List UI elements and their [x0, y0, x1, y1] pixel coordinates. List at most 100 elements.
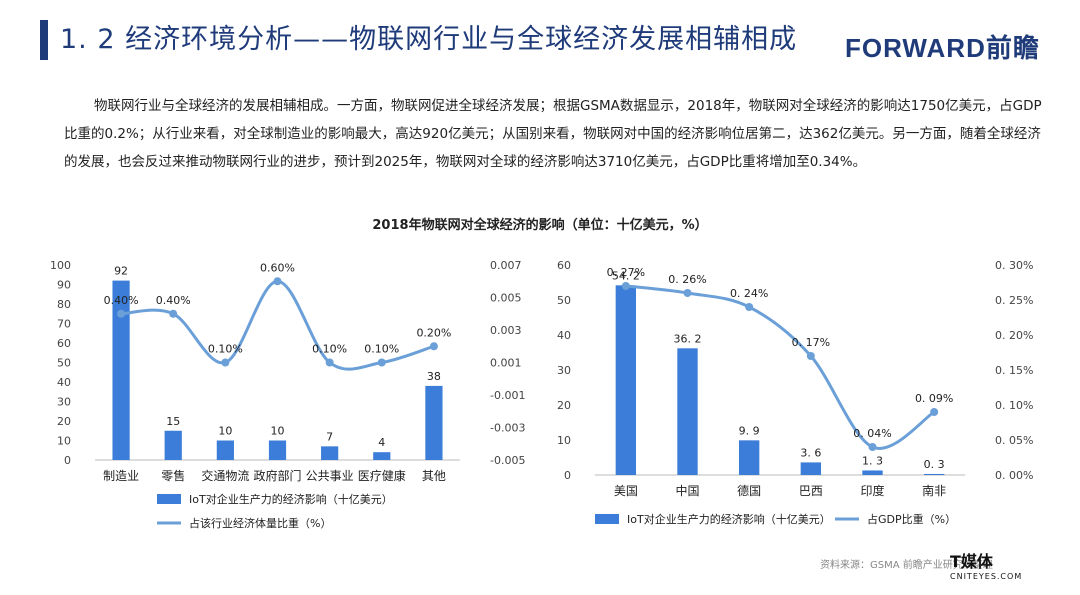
left-axis-tick: 90	[57, 279, 71, 292]
title-accent-bar	[40, 20, 48, 60]
share-line	[625, 284, 936, 450]
bar-value-label: 10	[218, 425, 232, 438]
line-point	[429, 342, 438, 351]
bar	[321, 446, 339, 460]
right-axis-tick: 0.003	[490, 324, 522, 337]
left-axis-tick: 0	[64, 454, 71, 467]
industry-impact-chart: 0 10 20 30 40 50 60 70 80 90 100 -0.005 -0.003 -0.001…	[50, 259, 525, 530]
line-value-label: 0.10%	[312, 343, 347, 356]
bar	[164, 430, 182, 460]
category-label: 制造业	[103, 469, 139, 483]
bar-value-label: 15	[166, 415, 180, 428]
legend-bar-label: IoT对企业生产力的经济影响（十亿美元）	[627, 512, 831, 526]
legend-line-label: 占GDP比重（%）	[867, 512, 956, 526]
line-value-label: 0. 24%	[730, 287, 768, 300]
left-axis-tick: 20	[57, 415, 71, 428]
left-axis-tick: 20	[557, 399, 571, 412]
category-label: 南非	[922, 483, 946, 498]
category-label: 政府部门	[253, 468, 301, 483]
bar	[862, 470, 883, 475]
bar	[677, 348, 698, 475]
legend-bar-swatch	[595, 514, 619, 524]
bar	[615, 285, 637, 475]
right-axis-tick: -0.001	[490, 389, 525, 402]
bar	[112, 280, 130, 460]
left-axis-tick: 10	[557, 434, 571, 447]
watermark-main: T媒体	[950, 552, 993, 571]
right-axis-tick: 0. 30%	[995, 259, 1033, 272]
left-axis-tick: 70	[57, 318, 71, 331]
right-axis-tick: 0. 05%	[995, 434, 1033, 447]
line-value-label: 0. 27%	[607, 266, 645, 279]
line-value-label: 0. 04%	[853, 427, 891, 440]
right-axis-tick: 0.007	[490, 259, 522, 272]
watermark-sub: CNITEYES.COM	[950, 572, 1023, 581]
line-point	[621, 282, 630, 290]
category-label: 德国	[737, 483, 761, 498]
right-axis-tick: 0.001	[490, 357, 522, 370]
category-label: 印度	[860, 483, 884, 498]
line-point	[745, 303, 754, 311]
right-axis-tick: 0. 20%	[995, 329, 1033, 342]
bar	[800, 462, 822, 475]
line-point	[117, 309, 126, 318]
chart-title: 2018年物联网对全球经济的影响（单位：十亿美元，%）	[372, 218, 708, 233]
bar	[738, 440, 760, 475]
country-impact-chart: 0 10 20 30 40 50 60 0. 00% 0. 05% 0. 10% 0. 15% 0. …	[557, 259, 1033, 526]
category-label: 其他	[422, 469, 446, 483]
left-axis-tick: 50	[57, 357, 71, 370]
line-value-label: 0.40%	[104, 294, 139, 307]
left-axis-tick: 40	[557, 329, 571, 342]
right-axis-tick: 0. 10%	[995, 399, 1033, 412]
line-value-label: 0. 26%	[668, 273, 706, 286]
left-axis-tick: 60	[57, 337, 71, 350]
legend-bar-label: IoT对企业生产力的经济影响（十亿美元）	[189, 492, 393, 506]
bar	[425, 385, 443, 460]
line-point	[683, 289, 692, 297]
bar-value-label: 38	[427, 370, 441, 383]
right-axis-tick: 0. 25%	[995, 294, 1033, 307]
left-axis-tick: 30	[57, 396, 71, 409]
category-label: 医疗健康	[358, 468, 406, 483]
bar	[923, 473, 945, 475]
bar-value-label: 0. 3	[924, 458, 945, 471]
category-label: 交通物流	[201, 468, 249, 483]
right-axis-tick: -0.005	[490, 454, 525, 467]
left-axis-tick: 50	[557, 294, 571, 307]
left-axis-tick: 10	[57, 435, 71, 448]
line-value-label: 0.10%	[208, 343, 243, 356]
bar-value-label: 3. 6	[800, 446, 821, 459]
bar-value-label: 36. 2	[674, 332, 702, 345]
line-point	[930, 408, 939, 416]
bar-value-label: 92	[114, 265, 128, 278]
left-axis-tick: 100	[50, 259, 71, 272]
category-label: 美国	[614, 484, 638, 498]
line-point	[273, 277, 282, 286]
bar	[268, 440, 287, 460]
bar	[216, 440, 234, 460]
line-point	[169, 309, 178, 318]
right-axis-tick: 0. 15%	[995, 364, 1033, 377]
bar-value-label: 54. 2	[612, 269, 640, 282]
category-label: 巴西	[799, 484, 823, 498]
left-axis-tick: 30	[557, 364, 571, 377]
line-point	[377, 358, 386, 367]
category-label: 零售	[161, 468, 185, 483]
category-label: 公共事业	[306, 469, 354, 483]
line-point	[325, 358, 334, 367]
left-axis-tick: 40	[57, 376, 71, 389]
line-value-label: 0.40%	[156, 294, 191, 307]
legend-line-label: 占该行业经济体量比重（%）	[189, 516, 331, 530]
right-axis-tick: 0. 00%	[995, 469, 1033, 482]
left-axis-tick: 80	[57, 298, 71, 311]
bar	[373, 452, 391, 460]
left-axis-tick: 0	[564, 469, 571, 482]
line-value-label: 0.60%	[260, 261, 295, 274]
legend-bar-swatch	[157, 494, 181, 504]
left-axis-tick: 60	[557, 259, 571, 272]
forward-logo: FORWARD前瞻	[845, 33, 1040, 63]
line-point	[868, 443, 877, 451]
right-axis-tick: 0.005	[490, 292, 522, 305]
bar-value-label: 1. 3	[862, 454, 883, 467]
bar-value-label: 9. 9	[739, 424, 760, 437]
